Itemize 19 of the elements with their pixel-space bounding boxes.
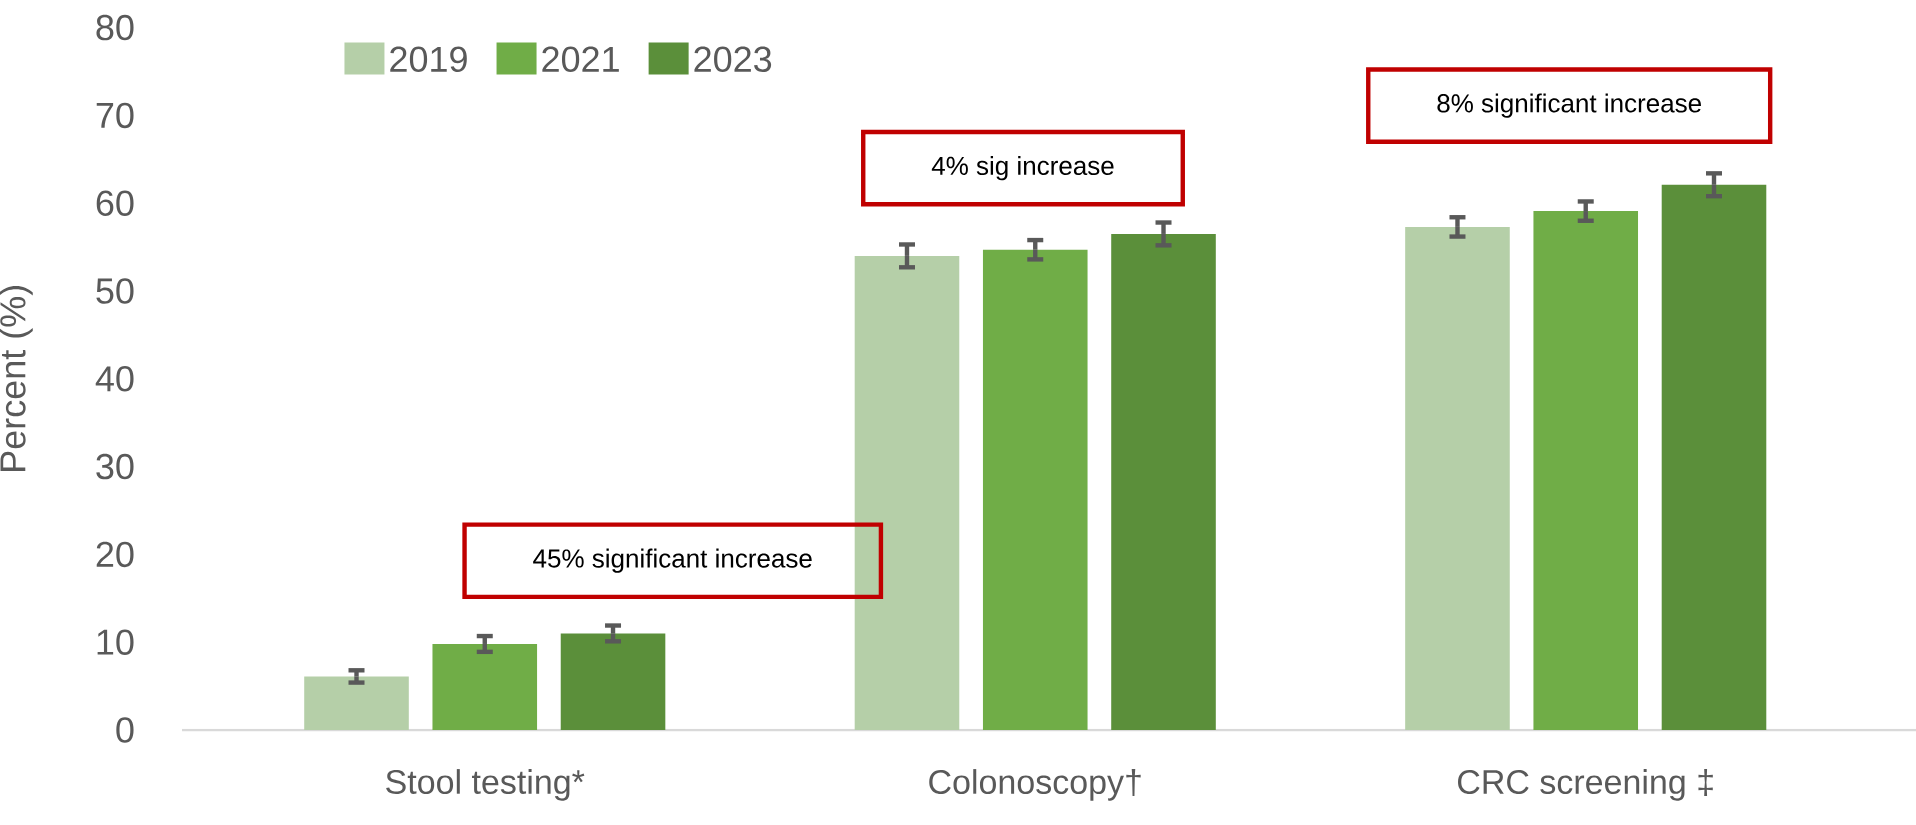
annotation: 8% significant increase	[1437, 93, 1701, 118]
legend-label: 2019	[390, 46, 467, 73]
y-axis-title: Percent (%)	[0, 286, 33, 471]
y-tick-label: 60	[96, 190, 134, 216]
x-tick-label: CRC screening ‡	[1458, 769, 1713, 801]
annotation: 45% significant increase	[533, 548, 812, 573]
y-tick-label: 40	[95, 366, 134, 392]
y-tick-label: 50	[96, 278, 134, 304]
y-tick-label: 80	[96, 14, 134, 41]
x-tick-label: Stool testing*	[386, 769, 585, 801]
x-tick-label: Colonoscopy†	[929, 769, 1141, 801]
legend-label: 2023	[694, 46, 772, 73]
y-tick-label: 70	[96, 102, 134, 129]
annotation: 4% sig increase	[931, 155, 1114, 181]
y-tick-label: 0	[116, 717, 134, 743]
y-tick-label: 30	[96, 453, 134, 480]
y-tick-label: 20	[96, 541, 134, 568]
y-tick-label: 10	[97, 629, 134, 655]
legend-label: 2021	[542, 46, 619, 73]
